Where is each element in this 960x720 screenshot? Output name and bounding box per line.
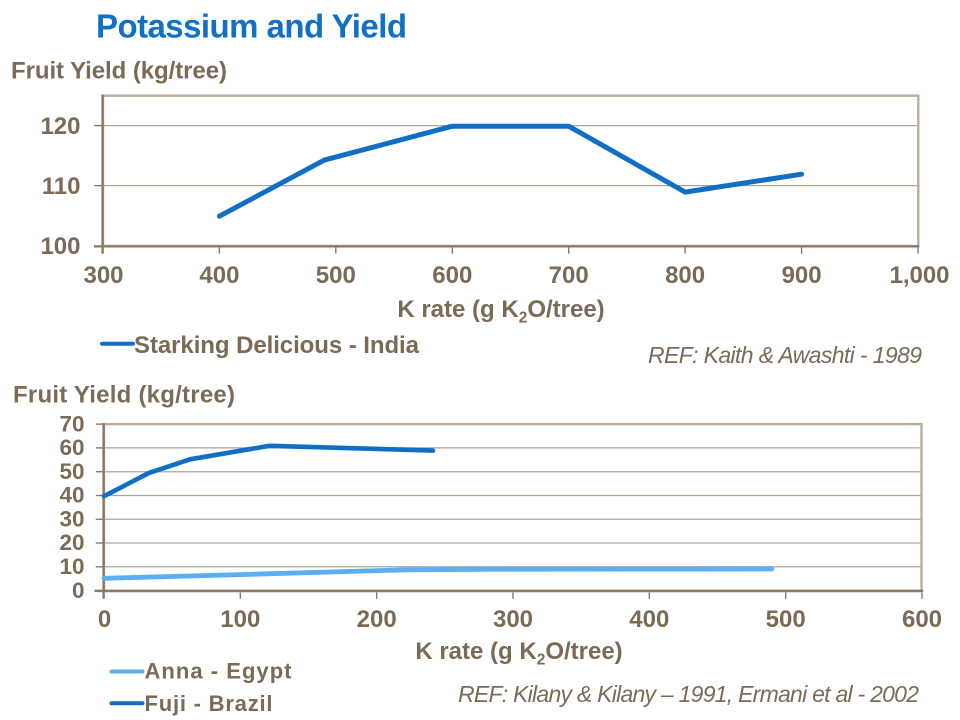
svg-text:100: 100	[220, 606, 260, 633]
svg-text:30: 30	[59, 506, 84, 531]
svg-text:400: 400	[629, 606, 669, 633]
svg-text:Anna - Egypt: Anna - Egypt	[145, 659, 293, 684]
svg-text:800: 800	[665, 262, 705, 289]
svg-text:0: 0	[98, 606, 111, 633]
svg-text:900: 900	[782, 262, 822, 289]
svg-text:600: 600	[902, 606, 942, 633]
svg-text:300: 300	[83, 262, 123, 289]
svg-text:Fruit Yield (kg/tree): Fruit Yield (kg/tree)	[11, 58, 227, 85]
svg-text:1,000: 1,000	[889, 262, 949, 289]
svg-text:70: 70	[59, 411, 84, 436]
svg-text:500: 500	[766, 606, 806, 633]
svg-text:100: 100	[40, 233, 80, 260]
svg-text:REF: Kilany & Kilany – 1991, E: REF: Kilany & Kilany – 1991, Ermani et a…	[458, 681, 919, 707]
svg-text:Potassium and Yield: Potassium and Yield	[96, 8, 407, 45]
svg-text:300: 300	[493, 606, 533, 633]
svg-text:10: 10	[59, 554, 84, 579]
svg-text:500: 500	[316, 262, 356, 289]
svg-text:20: 20	[59, 530, 84, 555]
svg-text:200: 200	[357, 606, 397, 633]
svg-text:REF: Kaith & Awashti - 1989: REF: Kaith & Awashti - 1989	[648, 342, 922, 368]
svg-text:120: 120	[40, 113, 80, 140]
svg-text:110: 110	[42, 173, 81, 200]
svg-text:40: 40	[59, 483, 84, 508]
svg-text:Starking Delicious - India: Starking Delicious - India	[134, 332, 420, 359]
svg-text:Fuji - Brazil: Fuji - Brazil	[145, 691, 273, 716]
svg-text:50: 50	[59, 459, 84, 484]
svg-text:700: 700	[549, 262, 589, 289]
svg-text:K rate (g K2O/tree): K rate (g K2O/tree)	[397, 296, 604, 327]
svg-text:Fruit Yield (kg/tree): Fruit Yield (kg/tree)	[13, 382, 235, 409]
svg-text:0: 0	[72, 578, 85, 603]
svg-text:600: 600	[432, 262, 472, 289]
svg-text:60: 60	[59, 435, 84, 460]
svg-text:K rate (g K2O/tree): K rate (g K2O/tree)	[415, 638, 622, 669]
svg-text:400: 400	[199, 262, 239, 289]
